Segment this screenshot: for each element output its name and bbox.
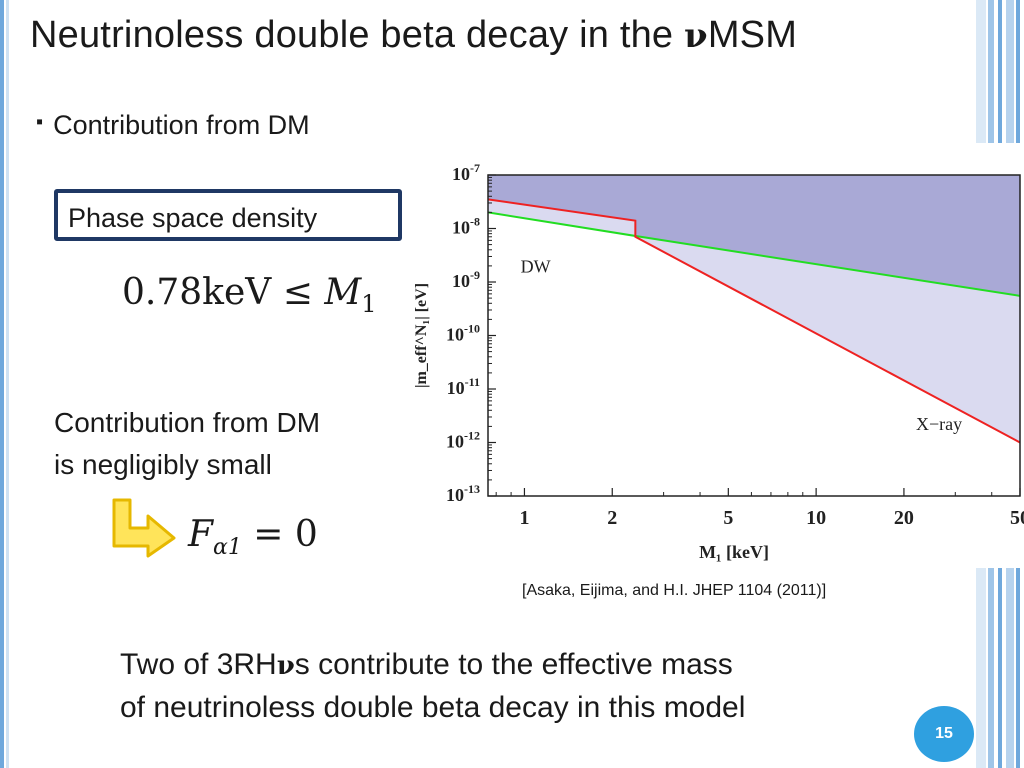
chart-annotation: DW <box>521 257 551 277</box>
conclusion-line-1: Two of 3RHνs contribute to the effective… <box>120 644 745 687</box>
title-prefix: Neutrinoless double beta decay in the <box>30 14 685 56</box>
chart-svg: 10-7 10-8 10-9 10-10 10-11 10-12 10-13 1 2 5 10 20 5… <box>413 161 1024 562</box>
bullet-icon: ▪ <box>36 111 44 133</box>
negligible-line-1: Contribution from DM <box>54 407 321 438</box>
y-axis-label: |m_eff^N₁| [eV] <box>413 283 430 388</box>
page-number: 15 <box>914 706 974 762</box>
y-tick-label: 10-9 <box>452 268 480 291</box>
bullet-text: Contribution from DM <box>53 110 310 140</box>
conclusion-text: Two of 3RHνs contribute to the effective… <box>120 644 745 729</box>
phase-space-label: Phase space density <box>68 203 318 233</box>
conclusion-suffix: s contribute to the effective mass <box>294 648 733 681</box>
phase-space-box: Phase space density <box>54 189 402 241</box>
chart-annotation: X−ray <box>916 414 962 434</box>
negligible-line-2: is negligibly small <box>54 449 272 480</box>
dw-excluded-region <box>488 175 1020 296</box>
conclusion-prefix: Two of 3RH <box>120 648 277 681</box>
formula-1-sub: 1 <box>361 290 377 319</box>
y-tick-label: 10-12 <box>446 429 480 452</box>
x-axis-label: M₁ [keV] <box>699 542 769 562</box>
x-tick-label: 50 <box>1010 507 1024 529</box>
y-tick-label: 10-11 <box>447 375 480 398</box>
formula-2-var: F <box>188 514 213 555</box>
formula-1-lhs: 0.78keV ≤ <box>122 272 325 313</box>
formula-2-rhs: = 0 <box>241 514 318 555</box>
title-nu-symbol: ν <box>684 16 708 56</box>
title-suffix: MSM <box>707 14 798 56</box>
bullet-point: ▪ Contribution from DM <box>36 110 310 141</box>
x-tick-label: 1 <box>519 507 529 529</box>
formula-1-var: M <box>324 272 362 313</box>
x-tick-label: 5 <box>723 507 733 529</box>
slide-title: Neutrinoless double beta decay in the νM… <box>30 14 797 57</box>
left-border-decoration <box>0 0 12 768</box>
y-tick-label: 10-7 <box>452 161 480 184</box>
conclusion-line-2: of neutrinoless double beta decay in thi… <box>120 691 746 724</box>
x-tick-label: 2 <box>607 507 617 529</box>
negligible-note: Contribution from DM is negligibly small <box>54 402 320 486</box>
effective-mass-chart: 10-7 10-8 10-9 10-10 10-11 10-12 10-13 1 2 5 10 20 5… <box>412 143 1024 568</box>
bent-arrow-right-icon <box>112 498 176 558</box>
y-tick-label: 10-8 <box>452 215 480 238</box>
x-tick-label: 10 <box>806 507 826 529</box>
mass-bound-formula: 0.78keV ≤ M1 <box>122 272 376 318</box>
f-alpha-formula: Fα1 = 0 <box>188 514 318 560</box>
formula-2-sub: α1 <box>212 535 242 561</box>
y-tick-label: 10-13 <box>446 482 480 505</box>
citation: [Asaka, Eijima, and H.I. JHEP 1104 (2011… <box>522 582 827 599</box>
xray-line <box>487 198 1021 444</box>
dw-line <box>487 211 1021 297</box>
y-tick-label: 10-10 <box>446 322 480 345</box>
conclusion-nu-symbol: ν <box>276 651 295 681</box>
x-tick-label: 20 <box>894 507 914 529</box>
low-mass-wedge <box>488 199 636 237</box>
